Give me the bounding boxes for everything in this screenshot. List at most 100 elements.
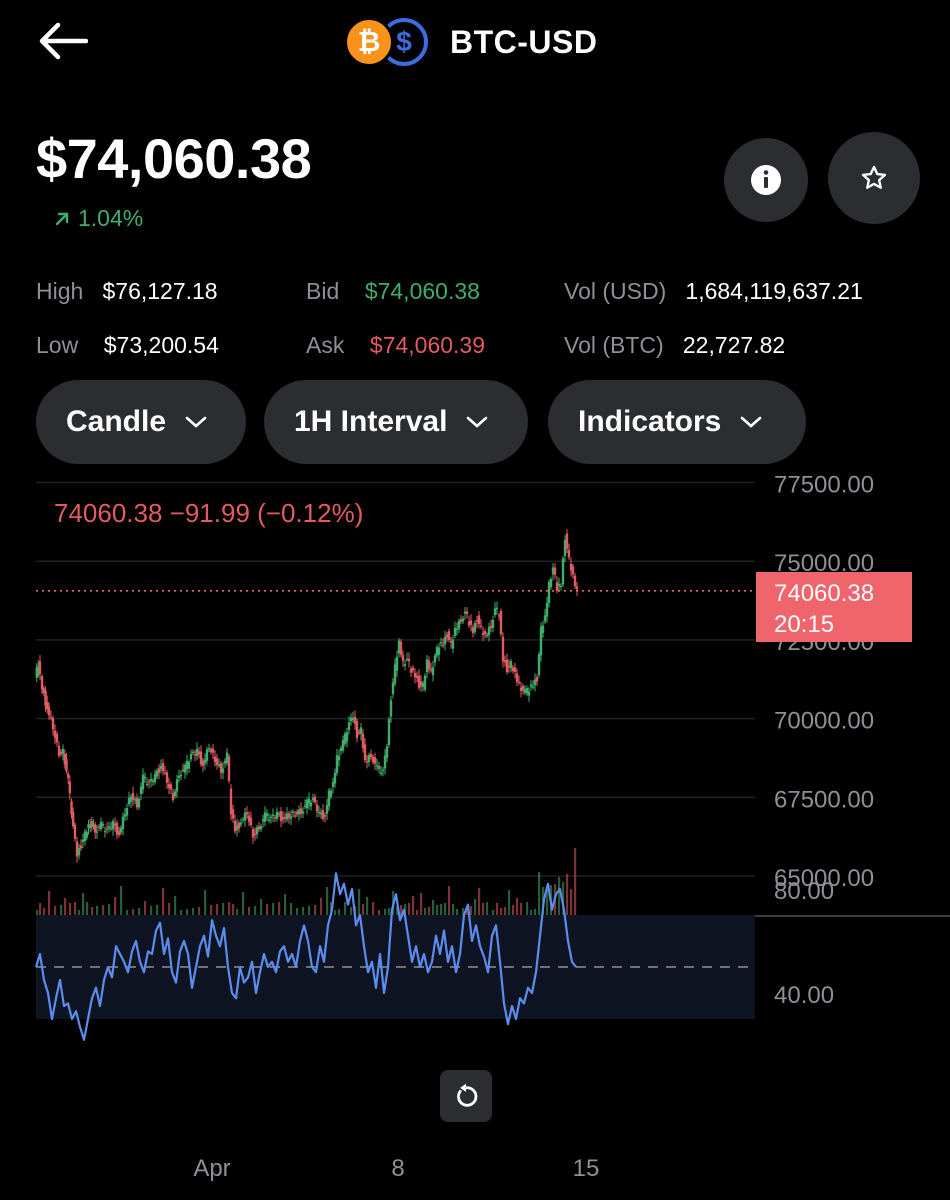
volume-bar (526, 902, 529, 916)
favorite-button[interactable] (828, 132, 920, 224)
candle-body (285, 813, 289, 820)
candle-body (171, 793, 175, 800)
candle-body (413, 672, 417, 678)
candle-body (447, 631, 451, 640)
volume-bar (456, 909, 459, 916)
candle-body (35, 667, 38, 678)
candle-body (77, 847, 81, 856)
candle-body (263, 812, 267, 822)
candle-body (457, 620, 461, 629)
candle-body (515, 673, 519, 682)
candle-body (335, 755, 339, 774)
candle-body (497, 615, 501, 617)
candle-body (347, 722, 351, 730)
volume-bar (538, 872, 541, 916)
volume-bar (412, 896, 415, 916)
candle-body (409, 668, 413, 673)
volume-bar (462, 908, 465, 916)
info-button[interactable] (724, 138, 808, 222)
candle-body (109, 828, 113, 830)
interval-dropdown[interactable]: 1H Interval (264, 380, 528, 464)
candle-body (339, 747, 343, 751)
candle-body (325, 805, 329, 814)
candle-body (63, 753, 67, 765)
candle-body (511, 667, 515, 672)
candle-body (417, 675, 421, 688)
rsi-tick-label: 80.00 (774, 878, 834, 905)
stat-high: High $76,127.18 (36, 278, 218, 304)
candle-body (283, 816, 287, 819)
volume-bar (516, 898, 519, 916)
candle-body (71, 811, 75, 827)
candle-body (231, 809, 235, 819)
volume-bar (174, 896, 177, 916)
candle-body (267, 819, 271, 822)
candle-body (197, 751, 201, 755)
candle-body (523, 689, 527, 693)
back-button[interactable] (34, 18, 90, 64)
volume-bar (482, 903, 485, 916)
candle-body (88, 825, 92, 828)
candle-body (49, 716, 53, 718)
candle-body (51, 717, 55, 730)
candle-body (277, 813, 281, 816)
candle-body (323, 815, 327, 817)
volume-bar (232, 904, 235, 916)
price-tag-countdown: 20:15 (774, 611, 834, 638)
volume-bar (440, 904, 443, 916)
volume-bar (448, 886, 451, 916)
candle-body (38, 661, 42, 674)
price-tag-value: 74060.38 (774, 580, 874, 607)
candle-body (343, 733, 347, 744)
candle-body (563, 539, 567, 556)
candle-body (509, 661, 513, 668)
candle-body (287, 813, 291, 818)
candle-body (463, 611, 467, 614)
candle-body (471, 627, 475, 633)
volume-bar (546, 886, 549, 916)
volume-bar (326, 887, 329, 916)
chevron-down-icon (467, 416, 488, 428)
volume-bar (562, 882, 565, 916)
rsi-line (34, 872, 577, 1041)
price-chart[interactable]: 77500.0075000.0072500.0070000.0067500.00… (0, 470, 950, 1200)
candle-body (371, 757, 375, 763)
candle-body (163, 772, 167, 774)
candle-body (239, 822, 243, 825)
volume-bar (500, 908, 503, 916)
candle-body (161, 763, 165, 772)
candle-body (253, 833, 257, 836)
candle-body (291, 811, 295, 813)
volume-bar (558, 877, 561, 916)
chart-type-dropdown[interactable]: Candle (36, 380, 246, 464)
candle-body (137, 798, 141, 808)
candle-body (427, 660, 431, 670)
candle-body (99, 821, 103, 830)
candle-body (73, 825, 77, 839)
volume-bar (144, 901, 147, 916)
candle-body (151, 780, 155, 783)
arrow-left-icon (39, 22, 88, 60)
volume-bar (492, 910, 495, 916)
x-tick-label: 8 (391, 1155, 404, 1182)
candle-body (269, 816, 273, 819)
candle-body (123, 814, 127, 817)
volume-bar (366, 897, 369, 916)
candle-body (399, 641, 403, 656)
reset-zoom-button[interactable] (440, 1070, 492, 1122)
candle-body (355, 721, 359, 739)
indicators-dropdown[interactable]: Indicators (548, 380, 806, 464)
rsi-band (36, 915, 755, 1019)
candle-body (499, 610, 503, 635)
candle-body (299, 808, 303, 814)
volume-bar (272, 903, 275, 916)
candle-body (501, 636, 505, 662)
candle-body (327, 790, 331, 807)
volume-bar (222, 903, 225, 916)
pair-title: BTC-USD (450, 23, 598, 60)
volume-bar (420, 893, 423, 916)
candle-body (483, 631, 487, 635)
candle-body (57, 746, 61, 756)
candle-body (565, 533, 569, 549)
candle-body (275, 811, 279, 819)
